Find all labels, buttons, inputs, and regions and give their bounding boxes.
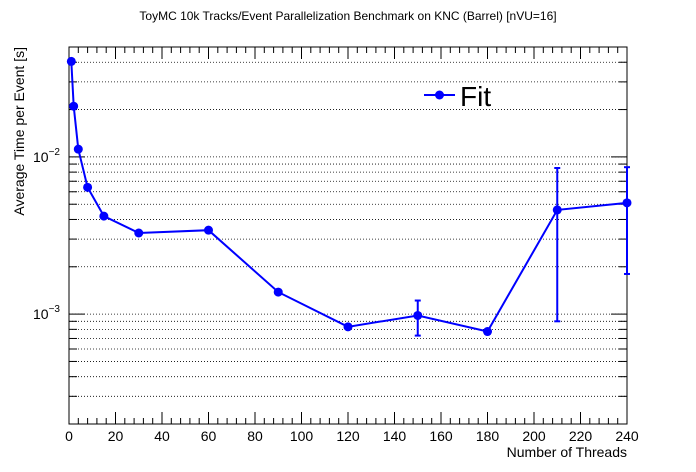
x-tick-label: 220 [569,428,593,444]
x-tick-label: 160 [429,428,453,444]
series-fit [66,56,632,337]
y-tick-labels: 10−2 10−3 [33,147,60,322]
x-tick-label: 0 [65,428,73,444]
data-point [73,144,83,154]
y-tick-label: 10−3 [33,304,60,322]
data-point [99,211,109,221]
x-tick-label: 60 [201,428,217,444]
data-point [66,56,76,66]
x-tick-label: 200 [522,428,546,444]
x-tick-label: 100 [290,428,314,444]
x-tick-label: 120 [336,428,360,444]
x-tick-label: 40 [154,428,170,444]
x-tick-label: 140 [383,428,407,444]
x-tick-label: 20 [108,428,124,444]
legend: Fit [424,81,491,112]
series-line [70,61,628,333]
y-axis-label: Average Time per Event [s] [11,47,27,216]
y-tick-label: 10−2 [33,147,60,165]
axis-ticks [68,46,628,425]
data-point [343,322,353,332]
legend-label-fit: Fit [460,81,491,112]
x-axis-label: Number of Threads [507,444,627,460]
data-point [273,287,283,297]
data-point [69,101,79,111]
x-tick-label: 180 [476,428,500,444]
data-point [83,182,93,192]
data-point [622,198,632,208]
data-point [483,327,492,337]
chart-title: ToyMC 10k Tracks/Event Parallelization B… [139,9,556,23]
x-tick-label: 240 [615,428,639,444]
data-point [134,228,144,238]
legend-marker [435,90,444,100]
data-point [552,205,562,215]
x-tick-label: 80 [247,428,263,444]
data-point [413,310,423,320]
x-tick-labels: 0 20 40 60 80 100 120 140 160 180 200 220 240 [65,428,639,444]
data-point [204,225,213,235]
